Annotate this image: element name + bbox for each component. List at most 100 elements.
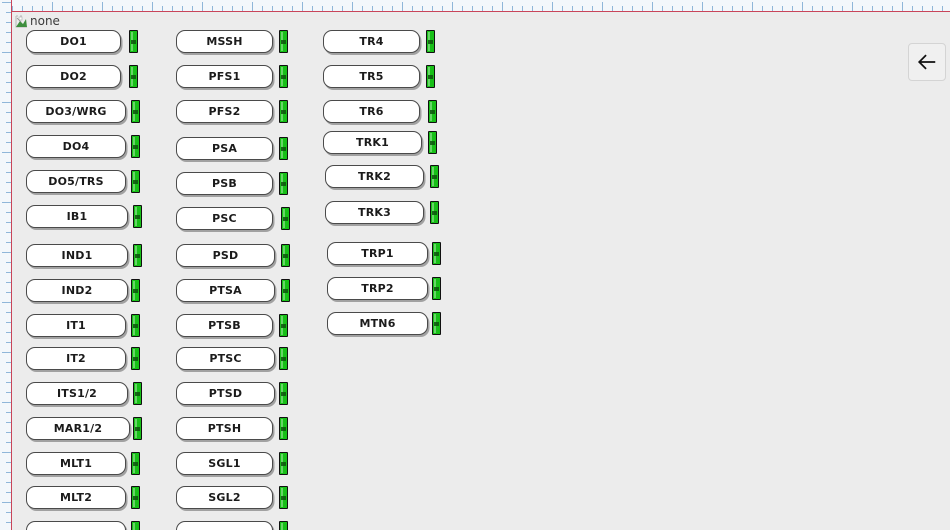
status-lamp-icon[interactable]: [281, 279, 290, 302]
status-lamp-icon[interactable]: [432, 242, 441, 265]
device-button-sgl2[interactable]: SGL2: [176, 486, 273, 509]
device-row: MSSH: [176, 30, 288, 53]
device-button-pfs2[interactable]: PFS2: [176, 100, 273, 123]
status-lamp-icon[interactable]: [131, 135, 140, 158]
status-lamp-icon[interactable]: [131, 170, 140, 193]
status-lamp-icon[interactable]: [281, 207, 290, 230]
ruler-tick: [2, 352, 11, 353]
device-button-mar1-2[interactable]: MAR1/2: [26, 417, 130, 440]
status-lamp-icon[interactable]: [133, 244, 142, 267]
back-button[interactable]: [908, 43, 946, 81]
status-lamp-icon[interactable]: [131, 486, 140, 509]
status-lamp-icon[interactable]: [279, 486, 288, 509]
device-button-pfs1[interactable]: PFS1: [176, 65, 273, 88]
ruler-tick: [362, 6, 363, 11]
device-button-mtn6[interactable]: MTN6: [327, 312, 428, 335]
status-lamp-highlight: [131, 32, 133, 51]
status-lamp-icon[interactable]: [428, 100, 437, 123]
canvas-area[interactable]: none DO1 DO2 DO3/WRG DO4 DO5/TRS IB1 IND1 IND2 I…: [13, 13, 950, 530]
device-button-it1[interactable]: IT1: [26, 314, 126, 337]
device-button-tr4[interactable]: TR4: [323, 30, 420, 53]
device-button-do3-wrg[interactable]: DO3/WRG: [26, 100, 126, 123]
device-button-trp1[interactable]: TRP1: [327, 242, 428, 265]
status-lamp-icon[interactable]: [131, 314, 140, 337]
status-lamp-icon[interactable]: [131, 100, 140, 123]
status-lamp-icon[interactable]: [430, 201, 439, 224]
status-lamp-icon[interactable]: [281, 244, 290, 267]
status-lamp-highlight: [133, 281, 135, 300]
status-lamp-icon[interactable]: [131, 347, 140, 370]
status-lamp-icon[interactable]: [129, 65, 138, 88]
device-button-ptsa[interactable]: PTSA: [176, 279, 275, 302]
ruler-tick: [742, 6, 743, 11]
device-button-tr5[interactable]: TR5: [323, 65, 420, 88]
device-button-trk2[interactable]: TRK2: [325, 165, 424, 188]
device-button-trk3[interactable]: TRK3: [325, 201, 424, 224]
device-button-do1[interactable]: DO1: [26, 30, 121, 53]
status-lamp-icon[interactable]: [133, 417, 142, 440]
status-lamp-icon[interactable]: [279, 417, 288, 440]
status-lamp-icon[interactable]: [432, 312, 441, 335]
device-button-mssh[interactable]: MSSH: [176, 30, 273, 53]
device-row: TRK3: [325, 201, 439, 224]
device-button-ptsd[interactable]: PTSD: [176, 382, 275, 405]
status-lamp-icon[interactable]: [279, 100, 288, 123]
status-lamp-highlight: [281, 316, 283, 335]
status-lamp-icon[interactable]: [426, 30, 435, 53]
ruler-tick: [712, 6, 713, 11]
status-lamp-icon[interactable]: [279, 172, 288, 195]
device-button-ptsc[interactable]: PTSC: [176, 347, 275, 370]
device-button-psa[interactable]: PSA: [176, 137, 273, 160]
device-row: MAR1/2: [26, 417, 142, 440]
status-lamp-icon[interactable]: [279, 65, 288, 88]
ruler-tick: [6, 282, 11, 283]
status-lamp-icon[interactable]: [279, 137, 288, 160]
status-lamp-icon[interactable]: [129, 30, 138, 53]
device-button-psb[interactable]: PSB: [176, 172, 273, 195]
status-lamp-icon[interactable]: [133, 205, 142, 228]
status-lamp-icon[interactable]: [279, 382, 288, 405]
device-button-sgl1[interactable]: SGL1: [176, 452, 273, 475]
device-button-it2[interactable]: IT2: [26, 347, 126, 370]
device-button-psc[interactable]: PSC: [176, 207, 273, 230]
device-button-ptsb[interactable]: PTSB: [176, 314, 273, 337]
status-lamp-icon[interactable]: [279, 347, 288, 370]
ruler-tick: [72, 6, 73, 11]
device-button-its1-2[interactable]: ITS1/2: [26, 382, 128, 405]
device-button-trk1[interactable]: TRK1: [323, 131, 422, 154]
device-row: PTSB: [176, 314, 288, 337]
ruler-top[interactable]: [0, 0, 950, 12]
status-lamp-highlight: [281, 67, 283, 86]
status-lamp-icon[interactable]: [428, 131, 437, 154]
device-button-ptsh[interactable]: PTSH: [176, 417, 273, 440]
device-button-do4[interactable]: DO4: [26, 135, 126, 158]
status-lamp-icon[interactable]: [279, 314, 288, 337]
device-button-mlt1[interactable]: MLT1: [26, 452, 126, 475]
status-lamp-icon[interactable]: [432, 277, 441, 300]
ruler-tick: [142, 6, 143, 11]
status-lamp-icon[interactable]: [279, 452, 288, 475]
device-button-ind2[interactable]: IND2: [26, 279, 128, 302]
status-lamp-icon[interactable]: [430, 165, 439, 188]
device-button-ind1[interactable]: IND1: [26, 244, 128, 267]
device-button-trp2[interactable]: TRP2: [327, 277, 428, 300]
ruler-left[interactable]: [0, 0, 12, 530]
ruler-tick: [352, 2, 353, 11]
status-lamp-icon[interactable]: [131, 521, 140, 530]
status-lamp-icon[interactable]: [279, 30, 288, 53]
status-lamp-icon[interactable]: [279, 521, 288, 530]
device-button[interactable]: [26, 521, 126, 530]
ruler-tick: [6, 142, 11, 143]
ruler-tick: [882, 6, 883, 11]
status-lamp-icon[interactable]: [131, 452, 140, 475]
device-button-do5-trs[interactable]: DO5/TRS: [26, 170, 126, 193]
device-button-tr6[interactable]: TR6: [323, 100, 420, 123]
device-button-do2[interactable]: DO2: [26, 65, 121, 88]
status-lamp-icon[interactable]: [133, 382, 142, 405]
device-button-psd[interactable]: PSD: [176, 244, 275, 267]
device-button-mlt2[interactable]: MLT2: [26, 486, 126, 509]
device-button[interactable]: [176, 521, 273, 530]
status-lamp-icon[interactable]: [131, 279, 140, 302]
status-lamp-icon[interactable]: [426, 65, 435, 88]
device-button-ib1[interactable]: IB1: [26, 205, 128, 228]
